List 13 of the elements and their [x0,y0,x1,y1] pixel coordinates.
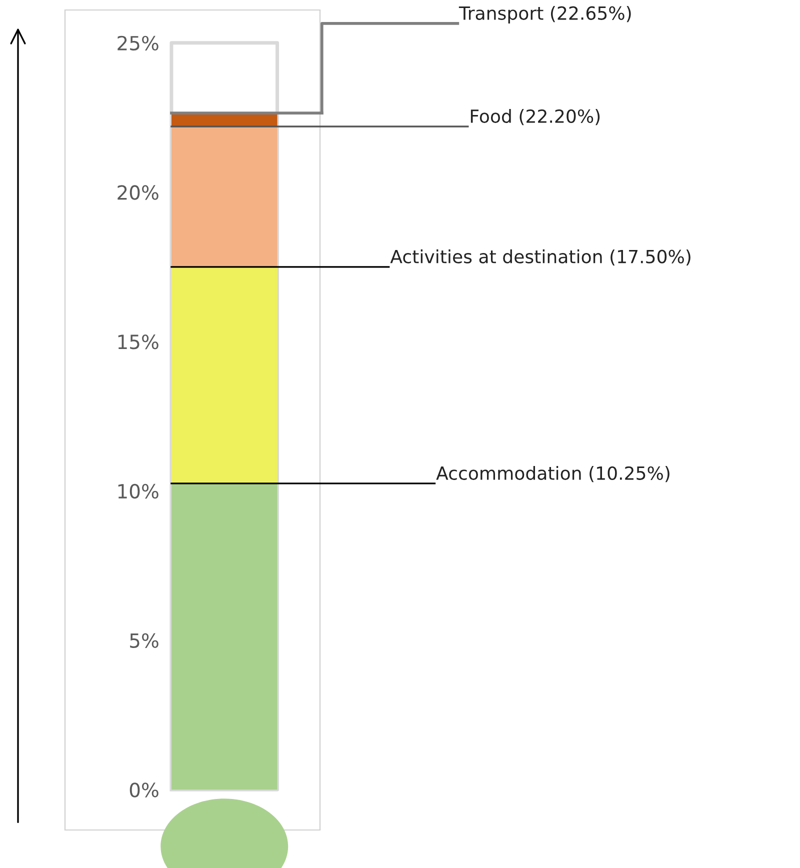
y-tick-label: 15% [118,334,158,350]
y-tick-label: 0% [130,782,158,798]
ref-line-label: Accommodation (10.25%) [436,466,670,482]
ref-line-label: Transport (22.65%) [458,6,631,24]
ref-line-label: Food (22.20%) [470,109,600,126]
y-tick-label: 20% [118,185,158,200]
bar [171,483,278,790]
ref-line-label: Activities at destination (17.50%) [390,249,690,266]
y-tick-label: 10% [118,484,158,499]
y-tick-label: 25% [118,36,158,51]
bar [171,266,278,484]
y-tick-label: 5% [130,633,158,648]
bar [171,126,278,267]
